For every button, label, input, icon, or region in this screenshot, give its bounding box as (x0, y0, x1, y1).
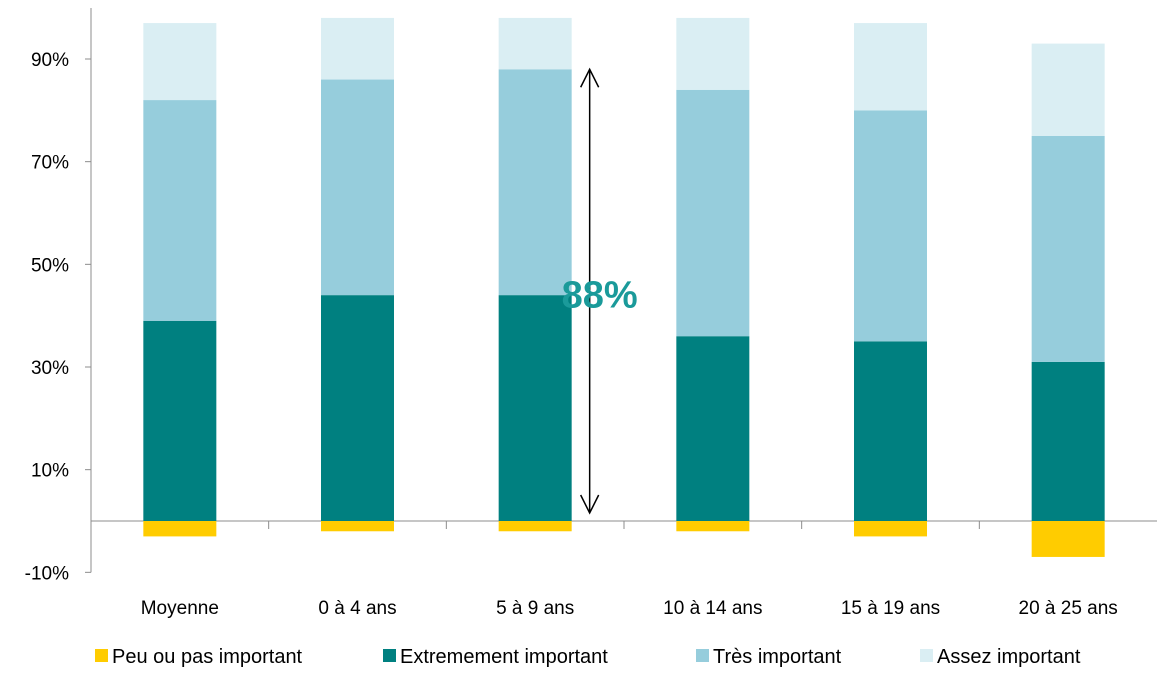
bar-segment: Très important — Moyenne: 43% (143, 100, 217, 321)
bar-segment: Peu ou pas important — 0 à 4 ans: -2% (321, 521, 394, 532)
y-tick-label: 50% (31, 255, 69, 276)
legend-item: Peu ou pas important (95, 646, 303, 668)
y-tick-label: 30% (31, 358, 69, 379)
bar-segment: Extremement important — 20 à 25 ans: 31% (1031, 361, 1105, 521)
legend-swatch (383, 649, 396, 662)
tick-labels: -10% 10% 30% 50% 70% 90% Moyenne 0 à 4 ans 5 à 9… (25, 50, 1118, 619)
annotation: 88% (562, 67, 638, 515)
x-tick-label: 15 à 19 ans (841, 598, 940, 619)
bar-segment: Très important — 5 à 9 ans: 44% (498, 69, 572, 296)
bar-segment: Peu ou pas important — 10 à 14 ans: -2% (676, 521, 750, 532)
bar-segment: Peu ou pas important — 15 à 19 ans: -3% (854, 521, 927, 537)
legend-label: Très important (713, 646, 842, 668)
legend-item: Extremement important (383, 646, 608, 668)
x-tick-label: 5 à 9 ans (496, 598, 574, 619)
legend-swatch (696, 649, 709, 662)
bar-segment: Extremement important — 5 à 9 ans: 44% (498, 295, 572, 521)
annotation-arrowhead-bottom (579, 494, 600, 515)
annotation-arrowhead-top (579, 67, 600, 88)
legend-label: Assez important (937, 646, 1081, 668)
legend-item: Très important (696, 646, 842, 668)
bar-segment: Peu ou pas important — Moyenne: -3% (143, 521, 217, 537)
x-tick-label: Moyenne (141, 598, 219, 619)
legend-label: Peu ou pas important (112, 646, 303, 668)
legend-swatch (920, 649, 933, 662)
bar-segment: Extremement important — 15 à 19 ans: 35% (854, 341, 927, 521)
bar-segment: Très important — 15 à 19 ans: 45% (854, 110, 927, 342)
bar-segment: Très important — 20 à 25 ans: 44% (1031, 136, 1105, 362)
bars: Peu ou pas important — Moyenne: -3%Extre… (143, 17, 1105, 557)
bar-segment: Peu ou pas important — 5 à 9 ans: -2% (498, 521, 572, 532)
x-tick-label: 20 à 25 ans (1019, 598, 1118, 619)
x-tick-label: 0 à 4 ans (318, 598, 396, 619)
bar-segment: Assez important — 0 à 4 ans: 12% (321, 17, 394, 80)
legend-label: Extremement important (400, 646, 608, 668)
y-tick-label: -10% (25, 563, 69, 584)
bar-segment: Très important — 0 à 4 ans: 42% (321, 79, 394, 296)
bar-segment: Extremement important — 0 à 4 ans: 44% (321, 295, 394, 521)
y-tick-label: 90% (31, 50, 69, 71)
annotation-label: 88% (562, 275, 638, 317)
bar-segment: Assez important — 15 à 19 ans: 17% (854, 23, 927, 111)
legend: Peu ou pas important Extremement importan… (95, 646, 1081, 668)
bar-segment: Extremement important — 10 à 14 ans: 36% (676, 336, 750, 521)
bar-segment: Extremement important — Moyenne: 39% (143, 320, 217, 521)
bar-segment: Assez important — 5 à 9 ans: 10% (498, 17, 572, 70)
legend-item: Assez important (920, 646, 1081, 668)
y-tick-label: 10% (31, 461, 69, 482)
bar-segment: Assez important — Moyenne: 15% (143, 23, 217, 101)
axes (85, 8, 1157, 573)
legend-swatch (95, 649, 108, 662)
bar-segment: Assez important — 20 à 25 ans: 18% (1031, 43, 1105, 136)
x-tick-label: 10 à 14 ans (663, 598, 762, 619)
bar-segment: Très important — 10 à 14 ans: 48% (676, 89, 750, 337)
bar-segment: Assez important — 10 à 14 ans: 14% (676, 17, 750, 90)
y-tick-label: 70% (31, 153, 69, 174)
bar-segment: Peu ou pas important — 20 à 25 ans: -7% (1031, 521, 1105, 557)
